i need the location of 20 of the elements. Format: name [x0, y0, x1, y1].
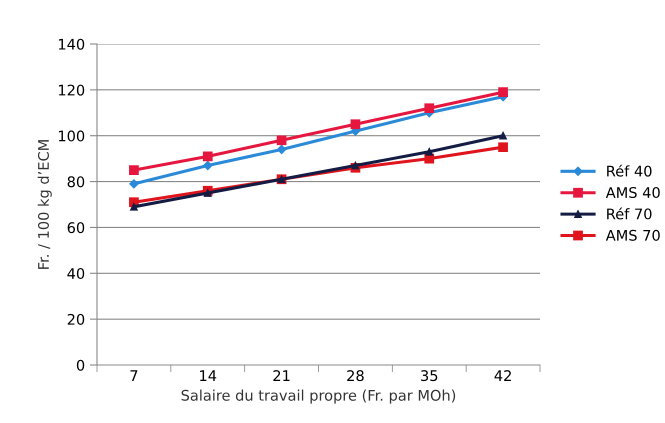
y-tick-label: 100	[58, 130, 84, 142]
x-tick-label: 21	[273, 370, 290, 381]
x-tick-label: 7	[130, 370, 138, 381]
y-tick-label: 20	[68, 314, 84, 325]
y-tick-label: 140	[58, 38, 84, 50]
y-tick-label: 60	[68, 222, 84, 234]
legend-label: Réf 70	[607, 208, 652, 220]
x-tick-label: 42	[494, 370, 511, 381]
legend-label: AMS 70	[606, 230, 660, 241]
x-tick-label: 28	[347, 370, 364, 382]
x-axis-title: Salaire du travail propre (Fr. par MOh)	[182, 390, 456, 404]
y-tick-label: 120	[58, 84, 84, 96]
y-tick-label: 40	[67, 268, 84, 280]
y-tick-label: 0	[76, 360, 84, 371]
legend-label: Réf 40	[607, 164, 652, 177]
x-tick-label: 35	[421, 370, 438, 382]
x-tick-label: 14	[200, 370, 216, 381]
y-axis-title: Fr. / 100 kg d’ECM	[38, 140, 52, 269]
y-tick-label: 80	[68, 176, 84, 188]
legend-label: AMS 40	[606, 187, 660, 198]
